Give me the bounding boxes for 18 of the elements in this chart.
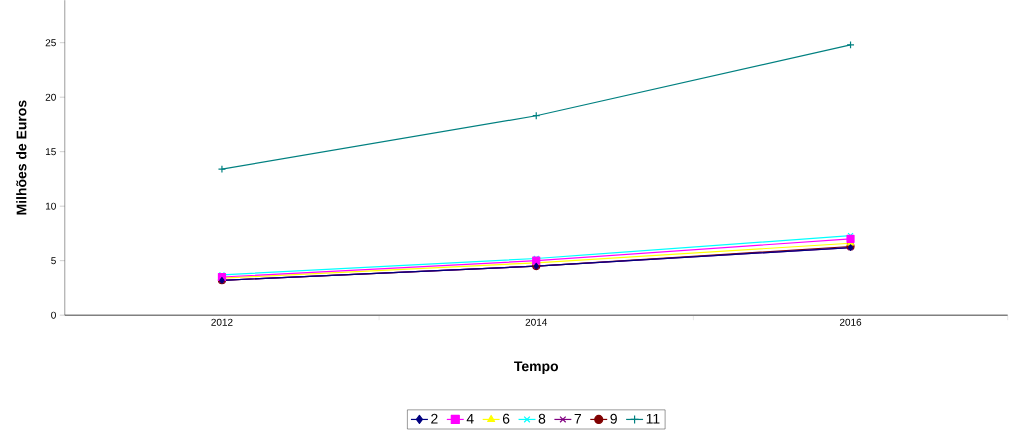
x-tick-label: 2014 [525,318,548,326]
y-axis-title: Milhões de Euros [16,100,27,215]
y-tick-label: 15 [45,148,56,156]
y-tick-label: 25 [45,39,56,47]
legend-label: 4 [466,414,474,424]
x-tick-label: 2016 [839,318,862,326]
legend-label: 7 [574,414,581,424]
y-tick-label: 10 [45,202,56,210]
x-axis-title: Tempo [514,361,559,375]
legend-label: 2 [431,413,438,424]
legend-label: 9 [610,413,617,424]
y-tick-label: 20 [45,93,56,101]
legend-label: 8 [538,413,546,424]
legend-label: 6 [502,413,510,424]
legend-label: 11 [646,414,660,424]
x-tick-label: 2012 [211,318,233,326]
y-tick-label: 0 [51,311,56,319]
y-tick-label: 5 [51,257,56,265]
